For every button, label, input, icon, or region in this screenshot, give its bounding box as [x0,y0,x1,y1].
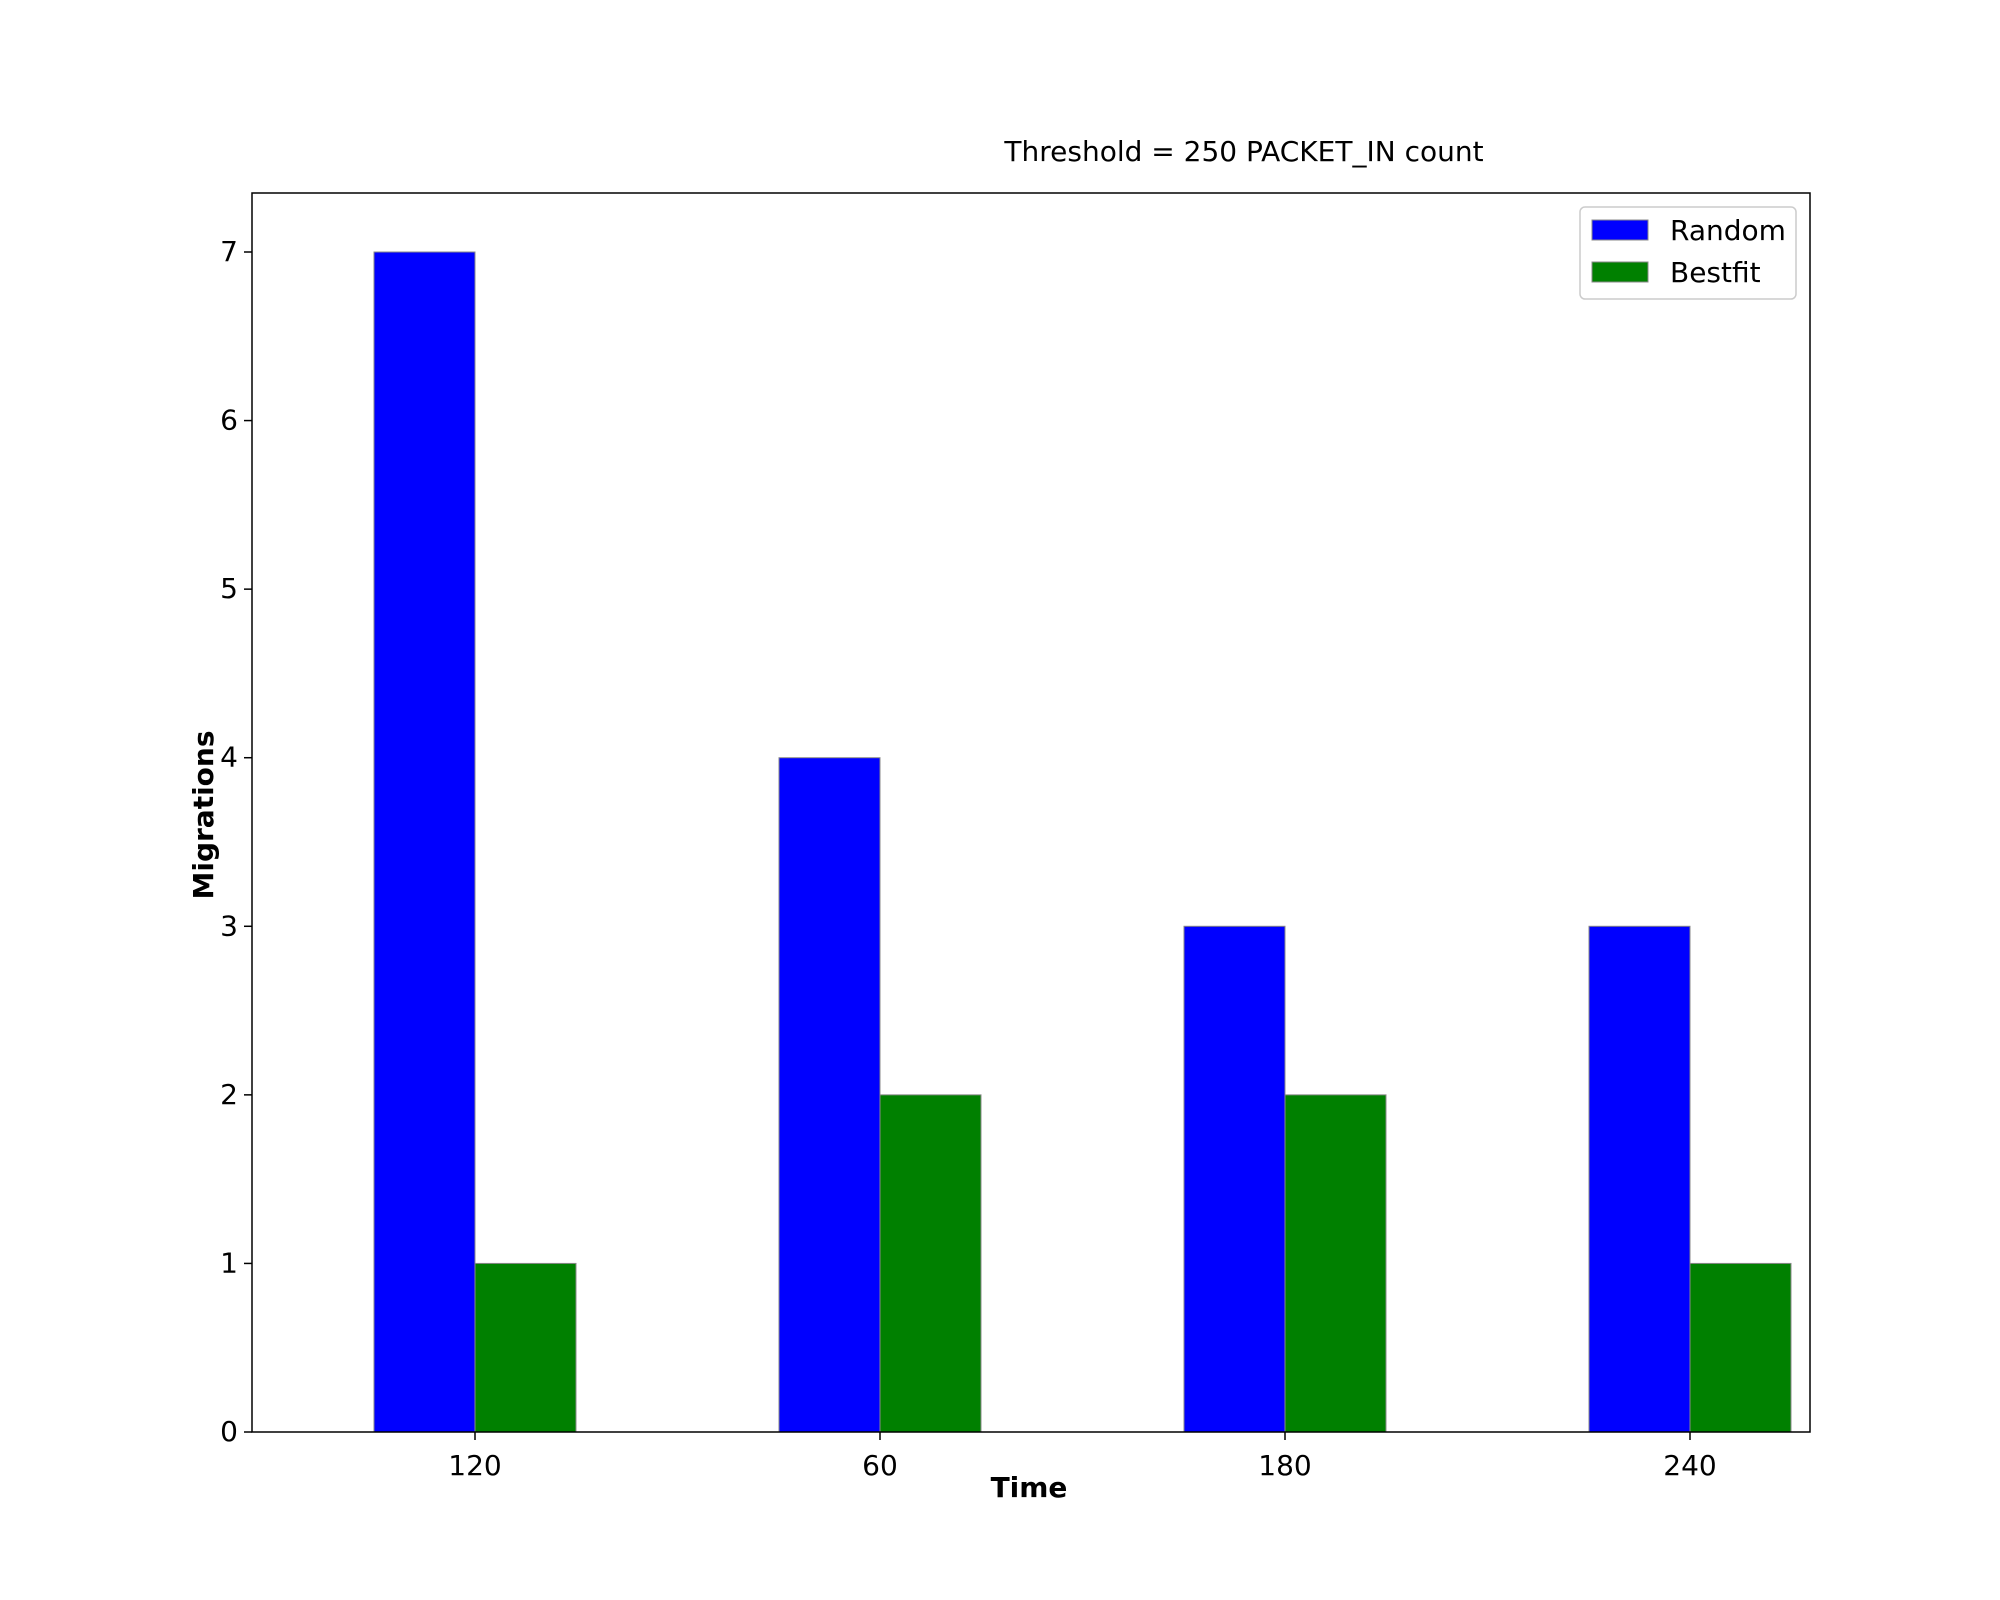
y-tick-label: 4 [220,741,238,774]
chart-title: Threshold = 250 PACKET_IN count [1003,135,1483,168]
x-tick-label: 240 [1663,1449,1716,1482]
bar-bestfit-180 [1284,1094,1387,1433]
x-axis-label: Time [991,1471,1068,1504]
y-tick-label: 6 [220,404,238,437]
bar-random-240 [1588,925,1691,1433]
y-tick-label: 3 [220,909,238,942]
plot-frame [251,192,1811,1433]
x-axis: 120 60 180 240 [448,1432,1717,1482]
bars-group [373,251,1792,1433]
bar-random-60 [778,757,881,1433]
legend-swatch-random [1591,219,1649,241]
y-tick-label: 5 [220,572,238,605]
x-tick-label: 120 [448,1449,501,1482]
bar-random-120 [373,251,476,1433]
y-tick-label: 2 [220,1078,238,1111]
x-tick-label: 60 [862,1449,898,1482]
y-tick-label: 7 [220,235,238,268]
bar-bestfit-60 [879,1094,982,1433]
y-tick-label: 1 [220,1246,238,1279]
legend-swatch-bestfit [1591,261,1649,283]
bar-bestfit-240 [1689,1262,1792,1433]
legend-label-bestfit: Bestfit [1670,256,1761,289]
bar-random-180 [1183,925,1286,1433]
legend-label-random: Random [1670,214,1786,247]
x-tick-label: 180 [1258,1449,1311,1482]
y-axis-label: Migrations [187,730,220,899]
y-tick-label: 0 [220,1415,238,1448]
y-axis: 0 1 2 3 4 5 6 7 [220,235,252,1448]
bar-bestfit-120 [474,1262,577,1433]
legend: Random Bestfit [1579,206,1797,300]
